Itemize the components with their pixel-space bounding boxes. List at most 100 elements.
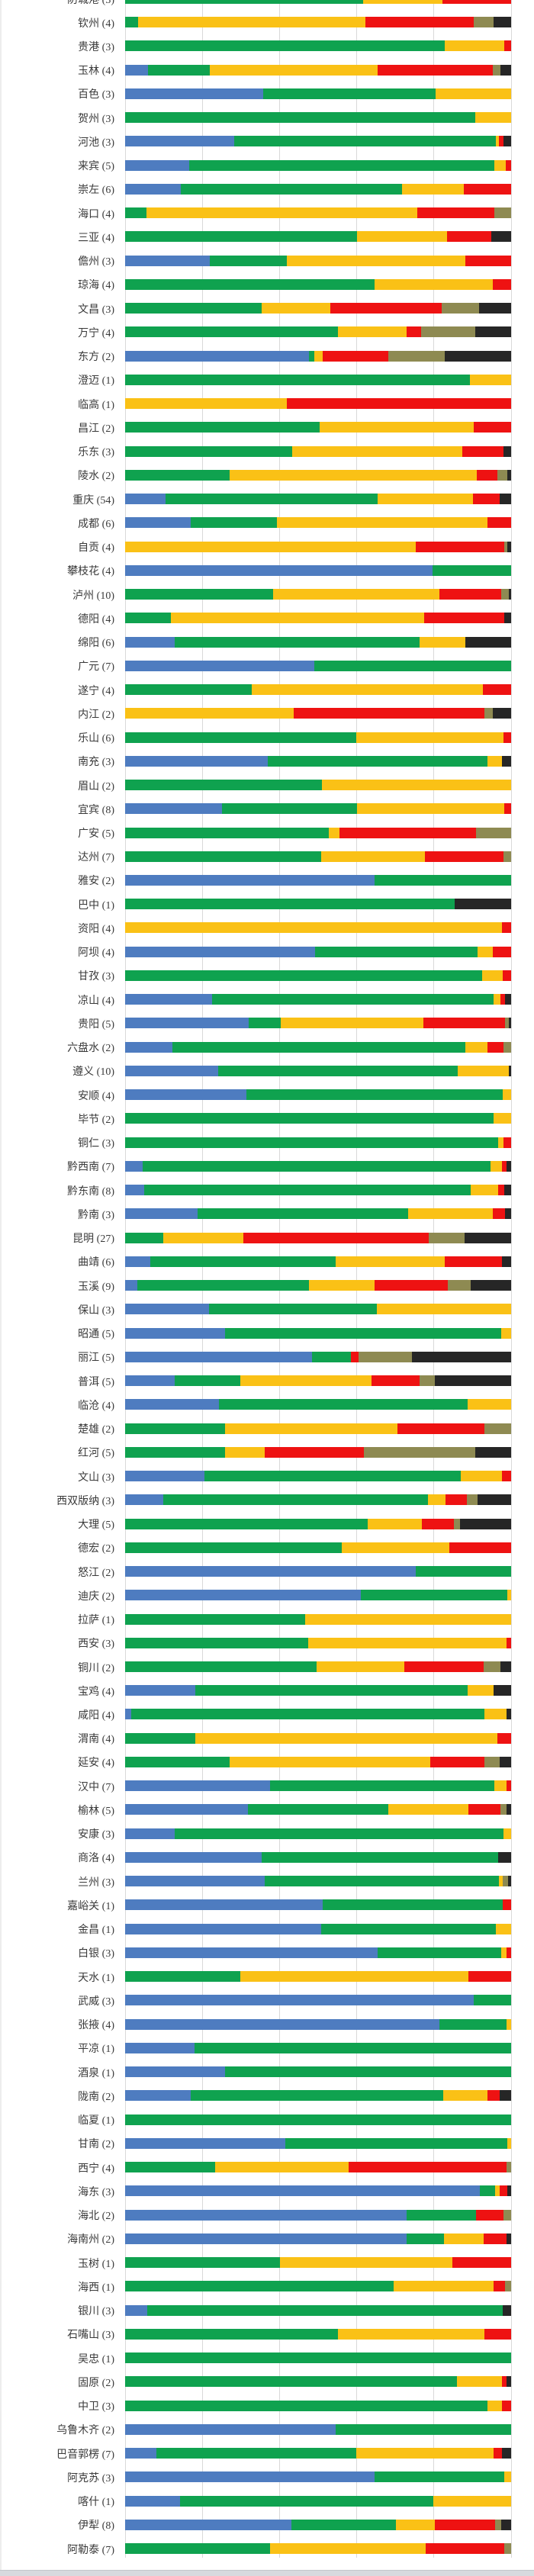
bar-segment-blue bbox=[125, 1780, 270, 1792]
bar-segment-yellow bbox=[374, 278, 493, 290]
bar-segment-blue bbox=[125, 1828, 175, 1839]
bar-segment-green bbox=[218, 1065, 458, 1076]
bar-segment-yellow bbox=[494, 2185, 500, 2197]
bar-segment-blue bbox=[125, 2495, 180, 2507]
row-label: 泸州 (10) bbox=[72, 590, 114, 602]
bar-segment-green bbox=[285, 2137, 507, 2149]
bar-segment-yellow bbox=[230, 1756, 431, 1767]
row-label: 金昌 (1) bbox=[78, 1925, 114, 1937]
bar-segment-yellow bbox=[261, 303, 330, 314]
row-label: 来宾 (5) bbox=[78, 161, 114, 173]
bar-segment-red bbox=[415, 541, 505, 552]
bar-segment-blue bbox=[125, 1876, 265, 1887]
bar bbox=[125, 2495, 511, 2507]
bar-segment-black bbox=[503, 445, 511, 457]
bar-segment-black bbox=[507, 469, 511, 481]
bar-segment-yellow bbox=[502, 1089, 511, 1101]
gridline bbox=[356, 0, 358, 2558]
bar-segment-green bbox=[125, 40, 445, 52]
bar-segment-red bbox=[371, 1375, 420, 1387]
bar-segment-red bbox=[404, 1661, 484, 1672]
bar bbox=[125, 0, 511, 4]
bar-segment-black bbox=[501, 1256, 511, 1267]
bar bbox=[125, 660, 511, 671]
bar bbox=[125, 2328, 511, 2340]
row-label: 乐山 (6) bbox=[78, 733, 114, 745]
bar-segment-yellow bbox=[494, 159, 507, 171]
bar-segment-green bbox=[125, 1971, 241, 1983]
row-label: 贵阳 (5) bbox=[78, 1018, 114, 1031]
bar-segment-green bbox=[336, 2423, 511, 2435]
bar-segment-yellow bbox=[468, 1399, 511, 1410]
bar bbox=[125, 2042, 511, 2053]
bar-segment-black bbox=[465, 1232, 511, 1243]
row-label: 丽江 (5) bbox=[78, 1352, 114, 1365]
row-label: 武威 (3) bbox=[78, 1996, 114, 2008]
bar-segment-black bbox=[507, 1876, 511, 1887]
row-label: 延安 (4) bbox=[78, 1758, 114, 1770]
row-label: 榆林 (5) bbox=[78, 1805, 114, 1817]
bar-segment-red bbox=[493, 2281, 506, 2292]
bar-segment-red bbox=[503, 732, 511, 743]
bar-segment-red bbox=[445, 1256, 502, 1267]
row-label: 渭南 (4) bbox=[78, 1734, 114, 1746]
bar-segment-red bbox=[430, 1756, 484, 1767]
bar-segment-red bbox=[445, 1494, 468, 1506]
bar-segment-yellow bbox=[504, 2471, 511, 2483]
bar-segment-green bbox=[194, 2042, 511, 2053]
bar bbox=[125, 1947, 511, 1958]
bar-segment-red bbox=[468, 1971, 511, 1983]
bar-segment-red bbox=[503, 1137, 511, 1148]
bar-segment-green bbox=[225, 1327, 502, 1339]
bar bbox=[125, 1018, 511, 1029]
row-label: 文山 (3) bbox=[78, 1471, 114, 1484]
bar bbox=[125, 589, 511, 600]
bar-segment-blue bbox=[125, 2185, 480, 2197]
row-label: 广元 (7) bbox=[78, 661, 114, 674]
bar-segment-green bbox=[179, 2495, 434, 2507]
bar-segment-green bbox=[125, 2376, 457, 2388]
bar bbox=[125, 1137, 511, 1148]
bar bbox=[125, 1613, 511, 1625]
bar-segment-red bbox=[452, 2257, 511, 2269]
bar-segment-red bbox=[503, 1899, 511, 1911]
bar-segment-yellow bbox=[292, 445, 462, 457]
bar-segment-yellow bbox=[357, 231, 447, 243]
bar-segment-red bbox=[506, 159, 511, 171]
bar-segment-olive bbox=[467, 1494, 478, 1506]
bar bbox=[125, 469, 511, 481]
row-label: 乌鲁木齐 (2) bbox=[56, 2425, 114, 2437]
row-label: 昌江 (2) bbox=[78, 423, 114, 435]
bar-segment-green bbox=[125, 1756, 230, 1767]
bar-segment-blue bbox=[125, 1995, 474, 2006]
bar-segment-olive bbox=[364, 1446, 476, 1458]
row-label: 成都 (6) bbox=[78, 518, 114, 530]
bar-segment-blue bbox=[125, 2519, 292, 2530]
bar-segment-olive bbox=[454, 1518, 460, 1529]
bar-segment-green bbox=[125, 613, 172, 624]
bar bbox=[125, 1732, 511, 1744]
bar-segment-blue bbox=[125, 1065, 219, 1076]
bar-segment-green bbox=[125, 1542, 342, 1553]
bar-segment-green bbox=[125, 732, 357, 743]
bar-segment-black bbox=[455, 899, 511, 910]
bar-segment-green bbox=[147, 64, 210, 76]
row-label: 自贡 (4) bbox=[78, 542, 114, 555]
bar-segment-blue bbox=[125, 874, 375, 886]
bar-segment-blue bbox=[125, 803, 222, 815]
row-label: 汉中 (7) bbox=[78, 1781, 114, 1793]
bar bbox=[125, 1041, 511, 1053]
bar-segment-green bbox=[212, 994, 494, 1005]
bar-segment-black bbox=[503, 2304, 511, 2316]
bar-segment-blue bbox=[125, 517, 191, 529]
bar-segment-green bbox=[262, 1851, 499, 1863]
bar-segment-red bbox=[294, 708, 484, 719]
bar-segment-green bbox=[125, 899, 455, 910]
row-label: 固原 (2) bbox=[78, 2377, 114, 2389]
bar-segment-red bbox=[377, 64, 494, 76]
bar-segment-red bbox=[501, 2376, 507, 2388]
bar-segment-blue bbox=[125, 946, 316, 957]
bar-segment-green bbox=[406, 2209, 477, 2221]
row-label: 普洱 (5) bbox=[78, 1376, 114, 1388]
bar-segment-blue bbox=[125, 2066, 225, 2078]
